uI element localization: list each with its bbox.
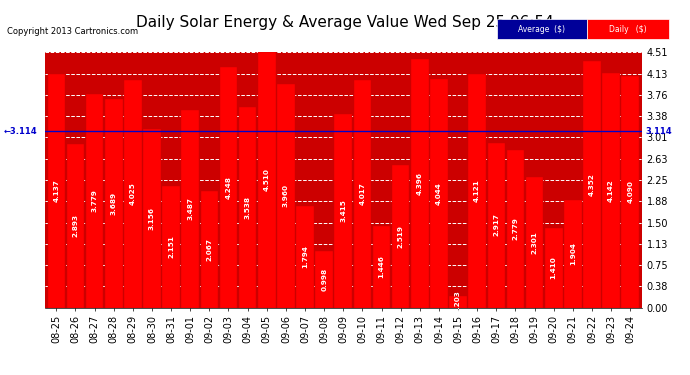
Text: Average  ($): Average ($) — [518, 25, 565, 34]
Bar — [373, 226, 391, 308]
Text: 4.044: 4.044 — [436, 182, 442, 204]
Text: 1.446: 1.446 — [379, 255, 384, 278]
Text: 4.248: 4.248 — [226, 176, 232, 199]
Text: 1.794: 1.794 — [302, 245, 308, 268]
Bar — [315, 251, 333, 308]
Bar — [335, 114, 352, 308]
Text: 1.410: 1.410 — [551, 256, 557, 279]
Bar — [469, 75, 486, 308]
Text: 4.137: 4.137 — [53, 179, 59, 202]
Bar — [545, 228, 562, 308]
Bar — [239, 108, 257, 307]
Bar — [449, 296, 467, 307]
Text: 3.415: 3.415 — [340, 200, 346, 222]
Bar — [48, 74, 65, 308]
Text: 3.487: 3.487 — [187, 198, 193, 220]
Bar — [277, 84, 295, 308]
Bar — [506, 150, 524, 308]
Bar — [411, 59, 428, 308]
Text: 3.538: 3.538 — [245, 196, 250, 219]
Bar — [296, 206, 314, 308]
Text: 4.396: 4.396 — [417, 172, 423, 195]
Text: 3.960: 3.960 — [283, 184, 289, 207]
Text: Copyright 2013 Cartronics.com: Copyright 2013 Cartronics.com — [7, 27, 138, 36]
Text: 2.893: 2.893 — [72, 214, 79, 237]
Bar — [622, 76, 639, 308]
Bar — [583, 62, 601, 308]
Text: 4.017: 4.017 — [359, 183, 366, 205]
Bar — [488, 142, 505, 308]
Text: 2.779: 2.779 — [513, 217, 518, 240]
Bar — [564, 200, 582, 308]
Text: 0.203: 0.203 — [455, 290, 461, 313]
Bar — [181, 110, 199, 308]
Text: 4.142: 4.142 — [608, 179, 614, 202]
Text: 2.519: 2.519 — [397, 225, 404, 248]
Bar — [526, 177, 543, 308]
Bar — [219, 68, 237, 308]
Text: 4.025: 4.025 — [130, 182, 136, 205]
Text: 0.998: 0.998 — [321, 268, 327, 291]
Bar — [392, 165, 409, 308]
Bar — [162, 186, 180, 308]
Text: 4.352: 4.352 — [589, 173, 595, 196]
Text: 2.151: 2.151 — [168, 235, 174, 258]
Text: 4.510: 4.510 — [264, 168, 270, 191]
Text: ←3.114: ←3.114 — [3, 127, 37, 136]
Text: 2.917: 2.917 — [493, 214, 500, 237]
Text: 2.301: 2.301 — [531, 231, 538, 254]
Text: 3.156: 3.156 — [149, 207, 155, 230]
Bar — [353, 80, 371, 308]
Text: Daily   ($): Daily ($) — [609, 25, 647, 34]
Bar — [144, 129, 161, 308]
Text: 2.067: 2.067 — [206, 238, 213, 261]
Bar — [86, 94, 104, 308]
Bar — [602, 73, 620, 308]
Bar — [430, 79, 448, 308]
Text: 4.121: 4.121 — [474, 180, 480, 203]
Text: 3.779: 3.779 — [92, 189, 97, 212]
Bar — [105, 99, 123, 308]
Text: 4.090: 4.090 — [627, 180, 633, 203]
Text: 3.689: 3.689 — [110, 192, 117, 215]
Bar — [124, 80, 141, 308]
Text: Daily Solar Energy & Average Value Wed Sep 25 06:54: Daily Solar Energy & Average Value Wed S… — [136, 15, 554, 30]
Bar — [201, 190, 218, 308]
Text: 1.904: 1.904 — [570, 242, 576, 265]
Bar — [67, 144, 84, 308]
Bar — [258, 53, 275, 308]
Text: 3.114: 3.114 — [645, 127, 672, 136]
